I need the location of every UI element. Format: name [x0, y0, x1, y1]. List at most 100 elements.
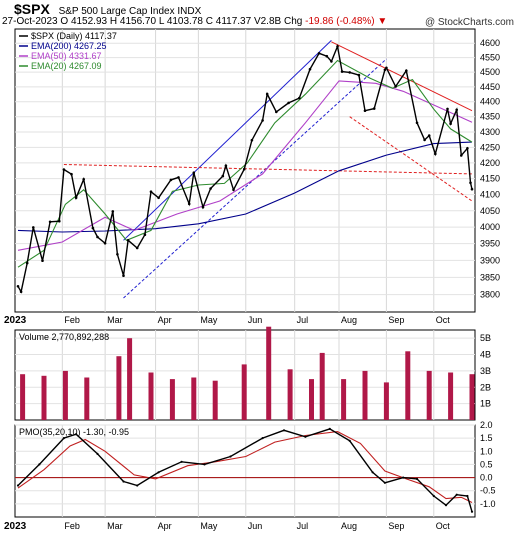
volume-bar [41, 375, 47, 420]
month-label: Jul [297, 315, 309, 325]
price-point [287, 101, 290, 105]
high-label: H [109, 16, 118, 27]
price-point [177, 176, 180, 179]
price-point [201, 205, 205, 209]
price-point [405, 69, 408, 72]
volume-bar [341, 379, 347, 420]
pmo-point [122, 480, 125, 483]
open-value: 4152.93 [70, 16, 108, 27]
pmo-point [229, 455, 232, 458]
pmo-point [383, 481, 386, 484]
price-point [427, 134, 431, 137]
trendline-support-dashed [63, 164, 473, 175]
price-point [469, 181, 472, 185]
volume-label: V [253, 16, 261, 27]
volume-bar [448, 372, 454, 420]
price-point [415, 121, 419, 125]
month-label: May [200, 521, 218, 531]
pmo-tick-label: 1.5 [480, 433, 493, 443]
price-frame [14, 28, 476, 313]
price-tick-label: 4000 [480, 222, 500, 232]
price-tick-label: 4200 [480, 158, 500, 168]
pmo-point [38, 463, 41, 466]
price-point [261, 119, 264, 122]
change-value: -19.86 (-0.48%) [305, 16, 375, 27]
price-point [242, 167, 246, 171]
price-tick-label: 4150 [480, 174, 500, 184]
price-point [434, 152, 437, 156]
price-point [250, 138, 254, 142]
price-tick-label: 3950 [480, 239, 500, 249]
pmo-point [402, 476, 405, 479]
pmo-frame [14, 424, 476, 518]
low-label: L [158, 16, 165, 27]
close-value: 4117.37 [215, 16, 252, 27]
price-point [449, 122, 452, 125]
stockcharts-credit: @ StockCharts.com [424, 17, 514, 28]
price-tick-label: 3850 [480, 272, 500, 282]
high-value: 4156.70 [119, 16, 157, 27]
down-arrow-icon: ▼ [377, 16, 388, 27]
pmo-tick-label: -1.0 [480, 499, 496, 509]
price-point [122, 274, 125, 278]
price-point [143, 233, 147, 236]
price-tick-label: 4600 [480, 38, 500, 48]
price-point [383, 68, 387, 72]
volume-bar [62, 370, 68, 420]
price-point [126, 239, 130, 242]
volume-bar [20, 374, 26, 420]
price-point [275, 110, 278, 114]
pmo-point [415, 477, 419, 480]
volume-bar [84, 377, 90, 420]
volume-bar [127, 338, 133, 420]
price-point [111, 210, 115, 213]
month-label: Oct [436, 315, 451, 325]
pmo-point [455, 493, 458, 496]
month-label: Mar [107, 315, 123, 325]
price-point [470, 187, 474, 191]
price-point [19, 290, 23, 294]
price-point [41, 259, 44, 263]
month-label: Apr [158, 315, 172, 325]
pmo-point [371, 471, 374, 474]
price-point [336, 45, 339, 48]
volume-tick-label: 1B [480, 399, 491, 409]
price-point [149, 190, 153, 193]
volume-bar [383, 382, 389, 420]
price-point [96, 235, 99, 239]
month-label: Jun [248, 521, 263, 531]
pmo-point [466, 494, 469, 498]
month-label: Mar [107, 521, 123, 531]
month-label: Sep [388, 521, 404, 531]
price-point [187, 202, 191, 206]
price-point [348, 71, 352, 74]
pmo-point [136, 484, 139, 487]
month-label: Feb [64, 315, 80, 325]
price-point [232, 188, 235, 192]
symbol: $SPX [14, 1, 50, 17]
pmo-point [328, 427, 331, 430]
price-point [330, 60, 333, 63]
price-point [25, 261, 29, 265]
price-point [209, 187, 212, 190]
date: 27-Oct-2023 [2, 16, 58, 27]
month-label: Oct [436, 521, 451, 531]
legend-ema20: EMA(20) 4267.09 [31, 61, 102, 71]
price-point [423, 138, 426, 142]
volume-value: 2.8B [260, 16, 282, 27]
pmo-tick-label: 0.5 [480, 459, 493, 469]
price-tick-label: 4550 [480, 53, 500, 63]
price-point [317, 52, 321, 55]
pmo-signal-line [17, 431, 473, 503]
trendline-channel-upper [123, 40, 332, 241]
volume-panel: 1B 2B 3B 4B 5B Volume 2,770,892,288 [14, 326, 491, 421]
volume-bar [287, 369, 293, 420]
volume-legend: Volume 2,770,892,288 [19, 332, 109, 342]
price-tick-label: 4100 [480, 190, 500, 200]
month-label: Sep [388, 315, 404, 325]
volume-bar [309, 379, 314, 420]
volume-tick-label: 2B [480, 382, 491, 392]
pmo-point [304, 435, 307, 438]
volume-bar [169, 379, 175, 420]
